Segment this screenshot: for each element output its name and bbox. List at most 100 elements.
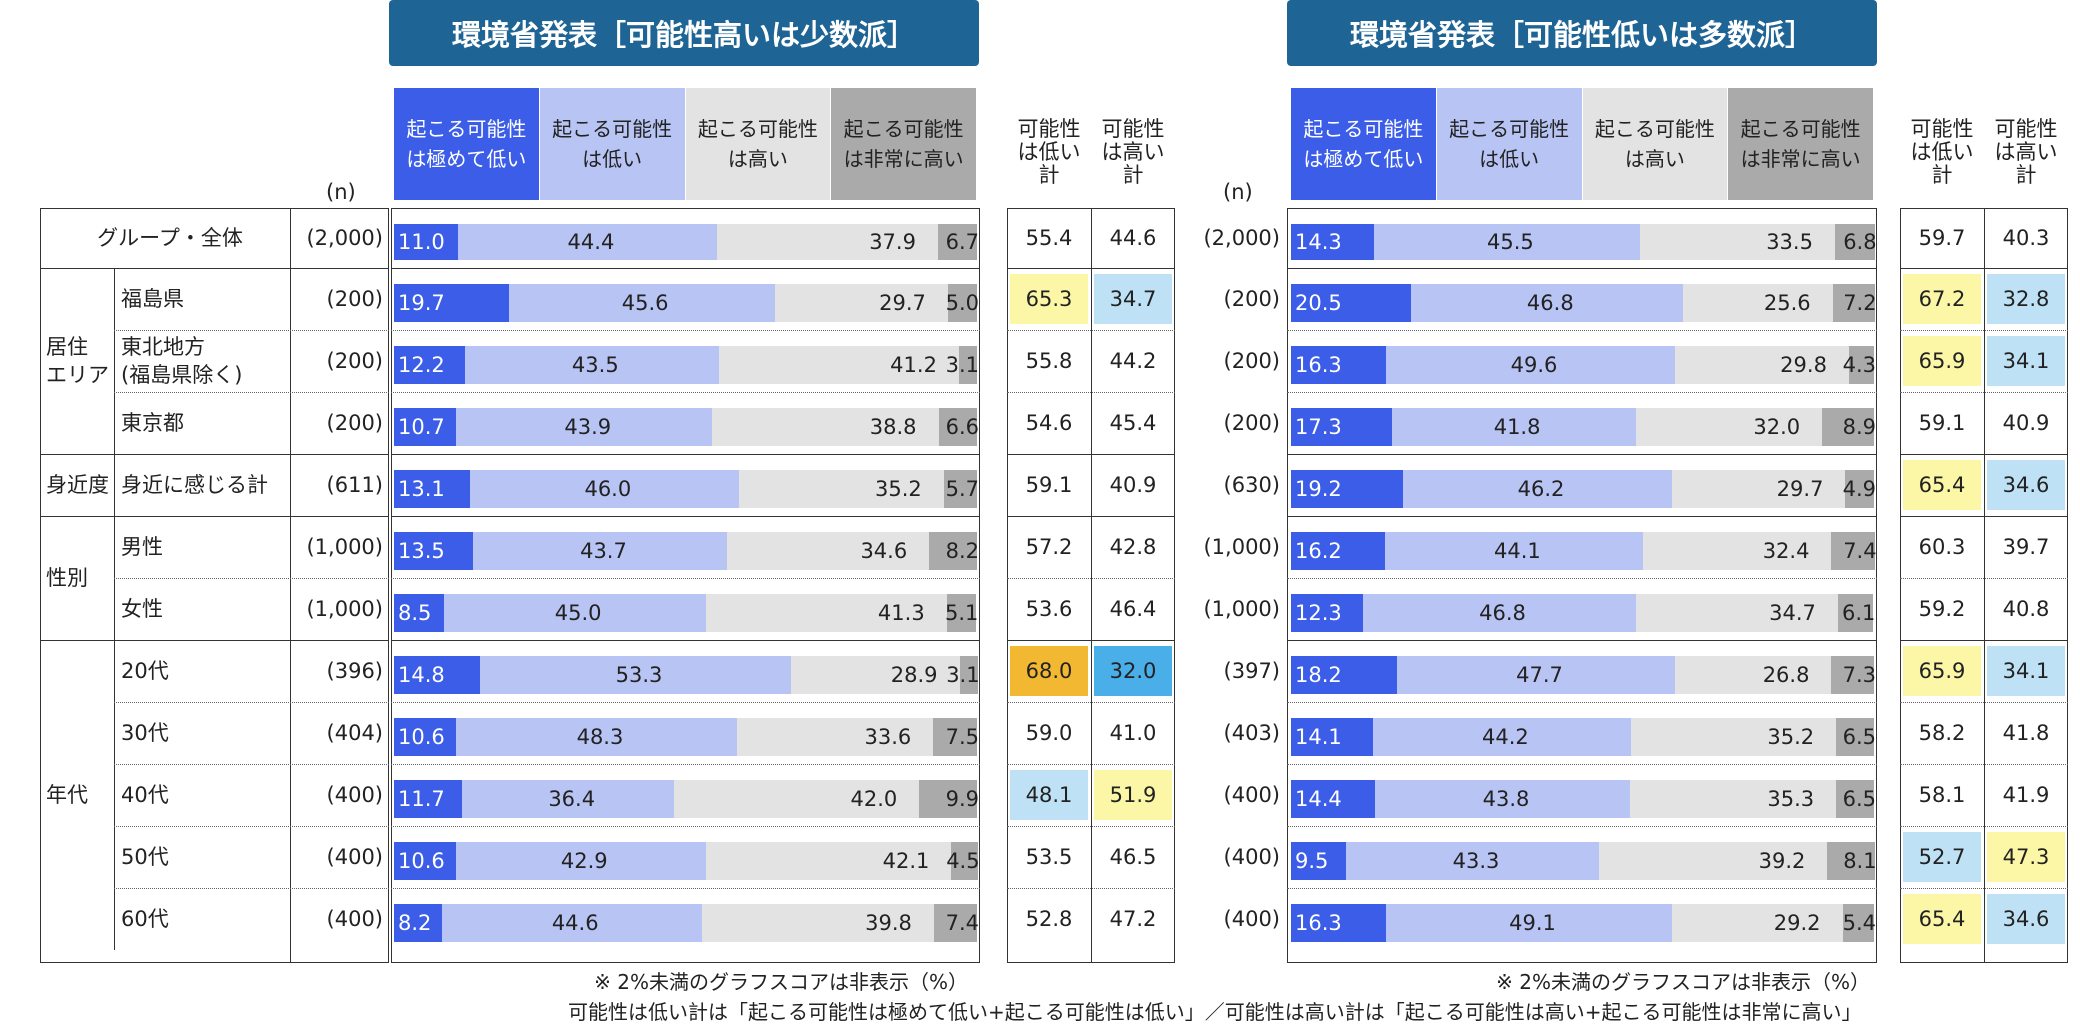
bar-segment	[1635, 408, 1823, 446]
bar-value-label: 46.8	[1479, 601, 1526, 625]
bar-value-label: 14.1	[1295, 725, 1342, 749]
sum-cell: 65.9	[1903, 646, 1981, 696]
n-value: (400)	[1223, 783, 1280, 807]
bar-value-label: 16.2	[1295, 539, 1342, 563]
sum-cell: 59.2	[1918, 597, 1966, 621]
row-separator	[1287, 640, 1877, 641]
bar-segment	[1630, 780, 1837, 818]
group-separator	[40, 640, 389, 641]
sum-cell: 59.7	[1918, 226, 1966, 250]
bar-value-label: 10.7	[398, 415, 445, 439]
bar-segment	[1672, 470, 1846, 508]
bar-segment	[394, 904, 442, 942]
row-separator	[1287, 578, 1877, 579]
bar-value-label: 48.3	[576, 725, 624, 749]
sum-cell: 60.3	[1918, 535, 1966, 559]
bar-segment	[1391, 408, 1636, 446]
bar-segment	[1822, 408, 1874, 446]
bar-value-label: 29.7	[879, 291, 926, 315]
bar-value-label: 53.3	[615, 663, 663, 687]
row-separator	[1287, 764, 1877, 765]
bar-value-label: 35.3	[1767, 787, 1815, 811]
bar-value-label: 38.8	[869, 415, 917, 439]
bar-segment	[1291, 594, 1363, 632]
row-separator	[1900, 578, 2068, 579]
bar-value-label: 8.1	[1843, 849, 1877, 873]
chart-frame	[1287, 208, 1877, 963]
bar-value-label: 35.2	[875, 477, 922, 501]
bar-segment	[737, 718, 934, 756]
row-label: 東北地方 (福島県除く)	[121, 335, 243, 387]
bar-value-label: 41.3	[877, 601, 925, 625]
row-separator	[1007, 330, 1175, 331]
row-separator	[1900, 454, 2068, 455]
n-column-divider	[290, 208, 291, 963]
bar-segment	[937, 224, 977, 260]
row-separator	[1287, 268, 1877, 269]
legend-item: 起こる可能性 は高い	[1582, 88, 1728, 200]
row-separator	[391, 640, 980, 641]
bar-value-label: 8.5	[398, 601, 432, 625]
n-value: (1,000)	[306, 535, 383, 559]
sum-cell: 59.1	[1918, 411, 1966, 435]
row-separator	[1900, 640, 2068, 641]
bar-segment	[394, 284, 509, 322]
row-separator	[391, 888, 980, 889]
n-value: (404)	[326, 721, 383, 745]
bar-segment	[951, 842, 978, 880]
bar-value-label: 44.1	[1493, 539, 1541, 563]
row-separator	[114, 764, 389, 765]
bar-value-label: 6.7	[945, 230, 979, 254]
bar-value-label: 47.7	[1516, 663, 1563, 687]
legend-item: 起こる可能性 は極めて低い	[394, 88, 539, 200]
n-value: (400)	[326, 845, 383, 869]
row-separator	[114, 392, 389, 393]
n-value: (1,000)	[306, 597, 383, 621]
bar-segment	[394, 408, 457, 446]
bar-value-label: 42.1	[882, 849, 930, 873]
row-label: 20代	[121, 659, 169, 683]
bar-segment	[1836, 718, 1874, 756]
group-separator	[40, 268, 389, 269]
legend-item: 起こる可能性 は非常に高い	[1728, 88, 1873, 200]
bar-value-label: 10.6	[398, 725, 445, 749]
bar-segment	[958, 346, 977, 384]
row-separator	[1287, 516, 1877, 517]
sum-cell: 65.9	[1903, 336, 1981, 386]
bar-value-label: 43.5	[571, 353, 619, 377]
bar-segment	[1291, 532, 1386, 570]
bar-value-label: 19.2	[1295, 477, 1342, 501]
bar-value-label: 37.9	[869, 230, 916, 254]
bar-value-label: 11.0	[398, 230, 445, 254]
bar-segment	[1374, 224, 1640, 260]
bar-segment	[456, 408, 713, 446]
bar-value-label: 35.2	[1767, 725, 1815, 749]
sum-cell: 41.9	[2002, 783, 2050, 807]
n-value: (200)	[326, 349, 383, 373]
bar-value-label: 36.4	[548, 787, 596, 811]
row-separator	[1900, 268, 2068, 269]
bar-value-label: 44.6	[551, 911, 599, 935]
row-separator	[1287, 888, 1877, 889]
row-separator	[114, 702, 389, 703]
bar-segment	[1848, 346, 1874, 384]
bar-value-label: 14.3	[1295, 230, 1342, 254]
bar-segment	[1672, 904, 1843, 942]
bar-segment	[929, 532, 977, 570]
row-label: 東京都	[121, 411, 184, 435]
bar-value-label: 8.2	[945, 539, 979, 563]
row-label: 60代	[121, 907, 169, 931]
sum-cell: 65.4	[1903, 460, 1981, 510]
group-separator	[40, 516, 389, 517]
bar-value-label: 19.7	[398, 291, 445, 315]
sum-cell: 34.6	[1987, 894, 2065, 944]
bar-value-label: 43.3	[1452, 849, 1500, 873]
bar-value-label: 5.1	[945, 601, 979, 625]
bar-segment	[1832, 284, 1875, 322]
bar-value-label: 46.8	[1526, 291, 1574, 315]
bar-segment	[738, 470, 944, 508]
sum-cell: 34.7	[1094, 274, 1172, 324]
group-label: 性別	[46, 566, 88, 590]
bar-value-label: 46.0	[584, 477, 632, 501]
bar-value-label: 12.2	[398, 353, 445, 377]
